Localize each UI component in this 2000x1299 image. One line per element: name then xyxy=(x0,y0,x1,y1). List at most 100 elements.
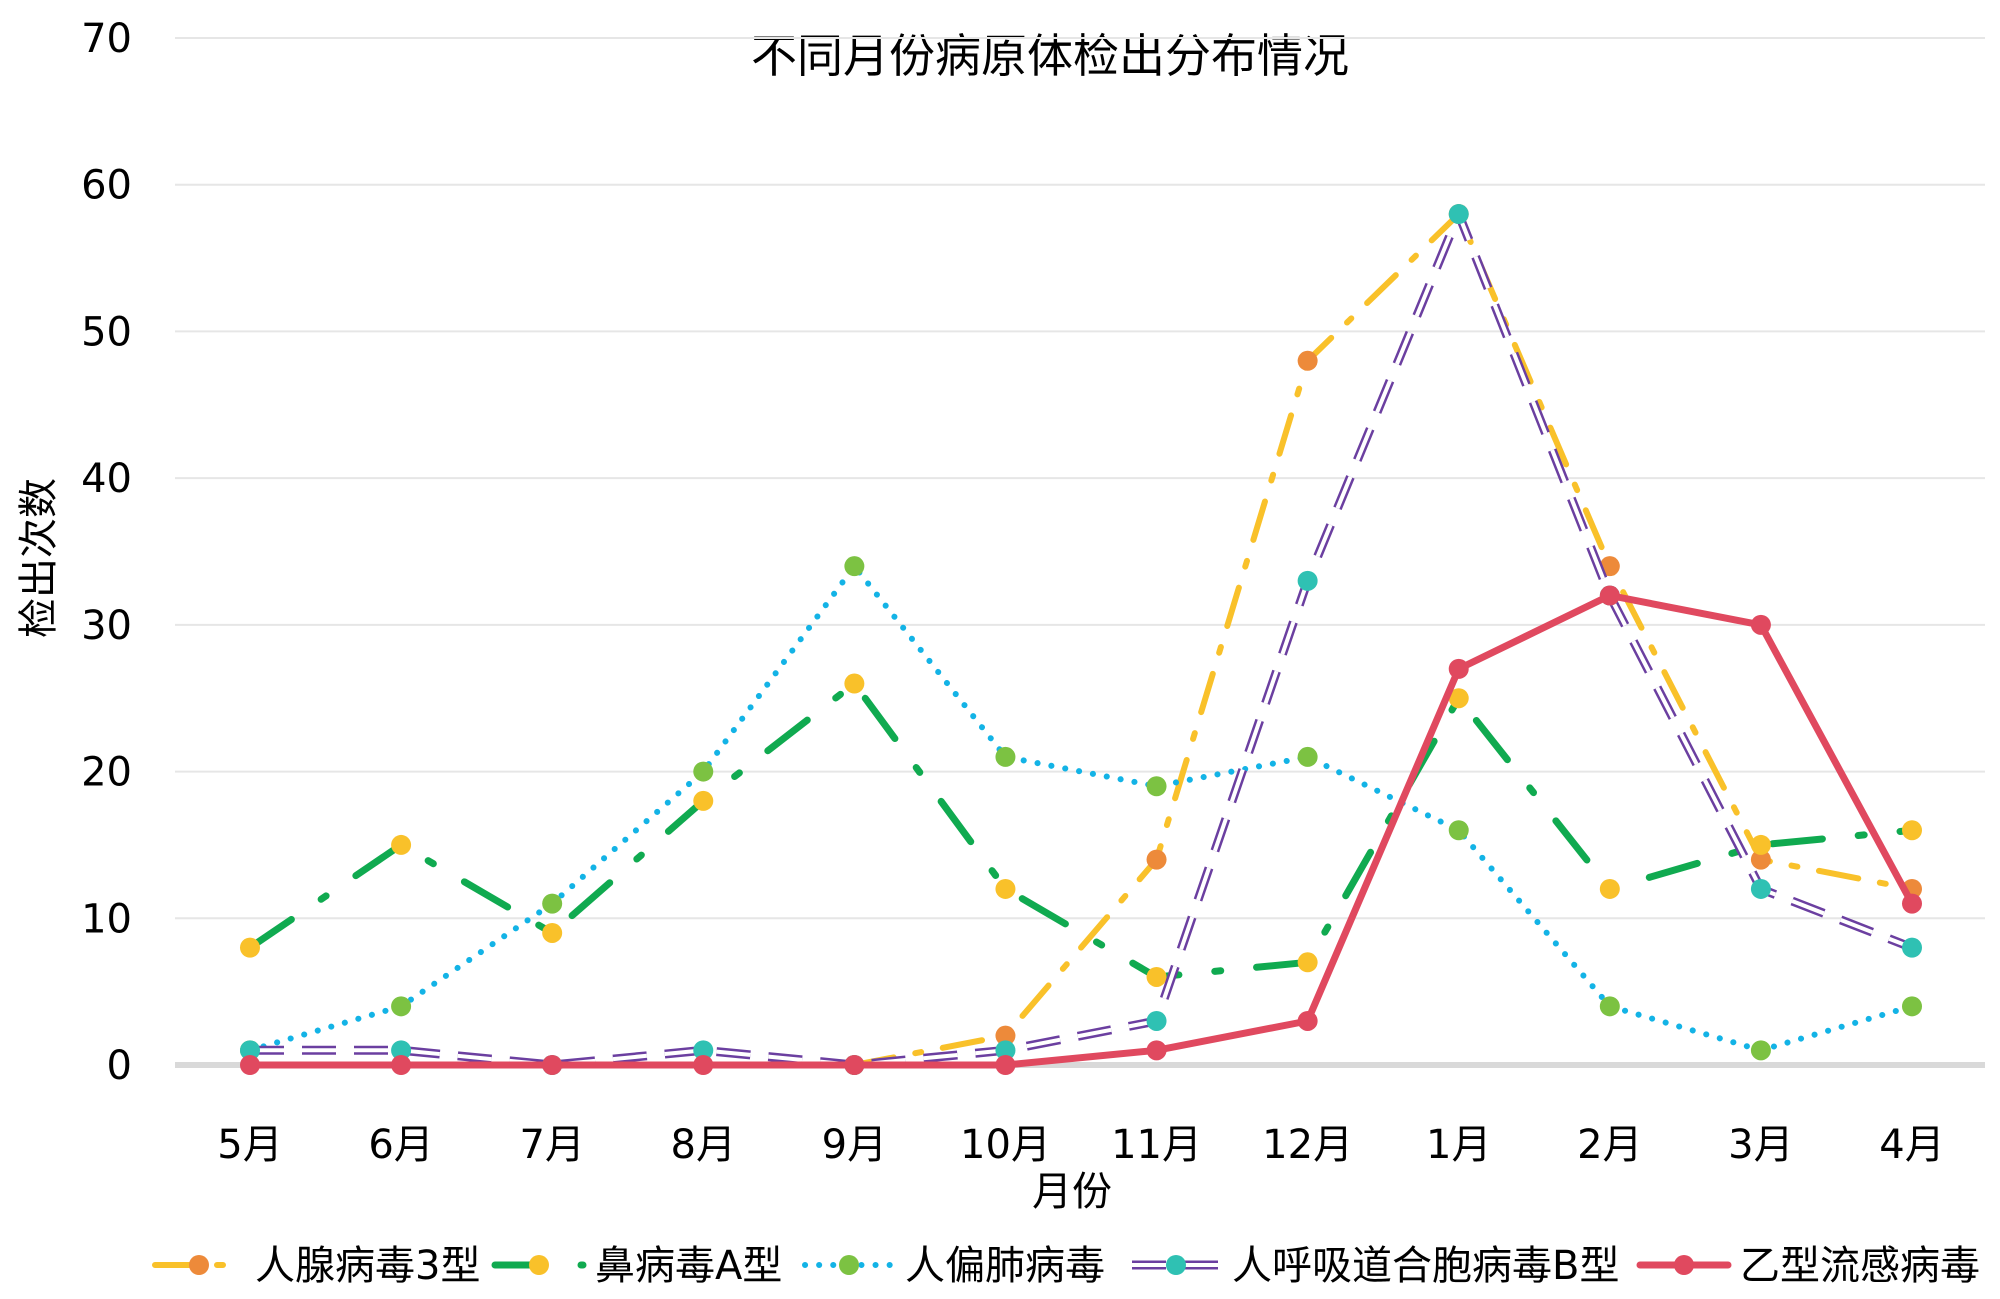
x-tick-label: 10月 xyxy=(960,1122,1051,1168)
data-point xyxy=(1146,966,1167,987)
data-point xyxy=(1448,204,1469,225)
data-point xyxy=(1297,746,1318,767)
legend-label: 乙型流感病毒 xyxy=(1740,1243,1980,1289)
data-point xyxy=(995,1055,1016,1075)
legend-item: 鼻病毒A型 xyxy=(491,1243,782,1289)
series-3-line xyxy=(250,209,1914,1070)
data-point xyxy=(844,556,865,577)
data-point xyxy=(693,1055,714,1075)
x-tick-label: 5月 xyxy=(217,1122,282,1168)
x-axis-label: 月份 xyxy=(1032,1169,1112,1215)
x-tick-label: 7月 xyxy=(519,1122,584,1168)
y-tick-label: 0 xyxy=(107,1043,132,1089)
data-point xyxy=(1902,820,1922,841)
data-point xyxy=(995,746,1016,767)
legend-marker xyxy=(189,1255,209,1275)
data-point xyxy=(391,1040,412,1061)
legend: 人腺病毒3型 鼻病毒A型 人偏肺病毒 人呼吸道合胞病毒B型 乙型流感病毒 xyxy=(152,1243,1980,1289)
data-point xyxy=(1297,570,1318,591)
data-point xyxy=(995,1025,1016,1046)
data-point xyxy=(1902,893,1922,914)
data-point xyxy=(240,1040,260,1061)
series-1-line xyxy=(246,680,1916,981)
data-point xyxy=(1297,1010,1318,1031)
series-2 xyxy=(240,556,1922,1061)
x-tick-label: 11月 xyxy=(1111,1122,1202,1168)
data-point xyxy=(844,1055,865,1075)
x-tick-label: 8月 xyxy=(671,1122,736,1168)
y-tick-label: 60 xyxy=(81,163,132,209)
data-point xyxy=(995,878,1016,899)
x-tick-label: 3月 xyxy=(1728,1122,1793,1168)
x-axis-ticks: 5月 6月 7月 8月 9月 10月 11月 12月 1月 2月 3月 4月 xyxy=(217,1122,1944,1168)
x-tick-label: 2月 xyxy=(1577,1122,1642,1168)
data-point xyxy=(1146,849,1167,870)
series-lines xyxy=(240,204,1922,1075)
legend-marker xyxy=(1674,1255,1694,1275)
data-point xyxy=(1750,834,1771,855)
y-tick-label: 30 xyxy=(81,603,132,649)
data-point xyxy=(693,790,714,811)
data-point xyxy=(1902,996,1922,1017)
legend-marker xyxy=(839,1255,859,1275)
data-point xyxy=(1448,688,1469,709)
legend-item: 人腺病毒3型 xyxy=(152,1243,480,1289)
data-point xyxy=(240,937,260,958)
data-point xyxy=(391,996,412,1017)
data-point xyxy=(1448,820,1469,841)
legend-label: 人呼吸道合胞病毒B型 xyxy=(1232,1243,1619,1289)
data-point xyxy=(542,1055,563,1075)
series-3-line-inner xyxy=(250,208,1913,1068)
legend-item: 人呼吸道合胞病毒B型 xyxy=(1132,1243,1619,1289)
y-axis-label: 检出次数 xyxy=(16,478,62,638)
y-axis-ticks: 0 10 20 30 40 50 60 70 xyxy=(81,16,132,1089)
x-tick-label: 4月 xyxy=(1879,1122,1944,1168)
data-point xyxy=(1750,1040,1771,1061)
x-tick-label: 1月 xyxy=(1426,1122,1491,1168)
data-point xyxy=(1599,585,1620,606)
gridlines xyxy=(175,37,1985,1068)
series-0-line xyxy=(851,211,1915,1068)
series-4-line xyxy=(246,592,1916,1069)
data-point xyxy=(1146,776,1167,797)
y-tick-label: 70 xyxy=(81,16,132,62)
legend-label: 鼻病毒A型 xyxy=(595,1243,782,1289)
x-tick-label: 6月 xyxy=(368,1122,433,1168)
legend-item: 人偏肺病毒 xyxy=(802,1243,1105,1289)
data-point xyxy=(1902,937,1922,958)
legend-marker xyxy=(1166,1255,1186,1275)
data-point xyxy=(542,922,563,943)
y-tick-label: 20 xyxy=(81,750,132,796)
data-point xyxy=(1448,658,1469,679)
legend-item: 乙型流感病毒 xyxy=(1636,1243,1980,1289)
y-tick-label: 10 xyxy=(81,896,132,942)
legend-marker xyxy=(529,1255,549,1275)
data-point xyxy=(1599,878,1620,899)
data-point xyxy=(995,1040,1016,1061)
data-point xyxy=(391,1055,412,1075)
data-point xyxy=(1599,996,1620,1017)
y-tick-label: 40 xyxy=(81,456,132,502)
data-point xyxy=(1297,952,1318,973)
data-point xyxy=(693,761,714,782)
x-tick-label: 12月 xyxy=(1262,1122,1353,1168)
data-point xyxy=(240,1055,260,1075)
y-tick-label: 50 xyxy=(81,309,132,355)
data-point xyxy=(1146,1010,1167,1031)
data-point xyxy=(391,834,412,855)
data-point xyxy=(1750,614,1771,635)
series-1 xyxy=(240,673,1922,987)
x-tick-label: 9月 xyxy=(822,1122,887,1168)
data-point xyxy=(1297,350,1318,371)
data-point xyxy=(1750,878,1771,899)
series-4 xyxy=(240,585,1922,1075)
series-2-line xyxy=(247,563,1915,1054)
legend-label: 人偏肺病毒 xyxy=(905,1243,1105,1289)
data-point xyxy=(1750,849,1771,870)
data-point xyxy=(1146,1040,1167,1061)
data-point xyxy=(693,1040,714,1061)
legend-label: 人腺病毒3型 xyxy=(255,1243,480,1289)
data-point xyxy=(844,673,865,694)
series-0 xyxy=(844,204,1922,1075)
